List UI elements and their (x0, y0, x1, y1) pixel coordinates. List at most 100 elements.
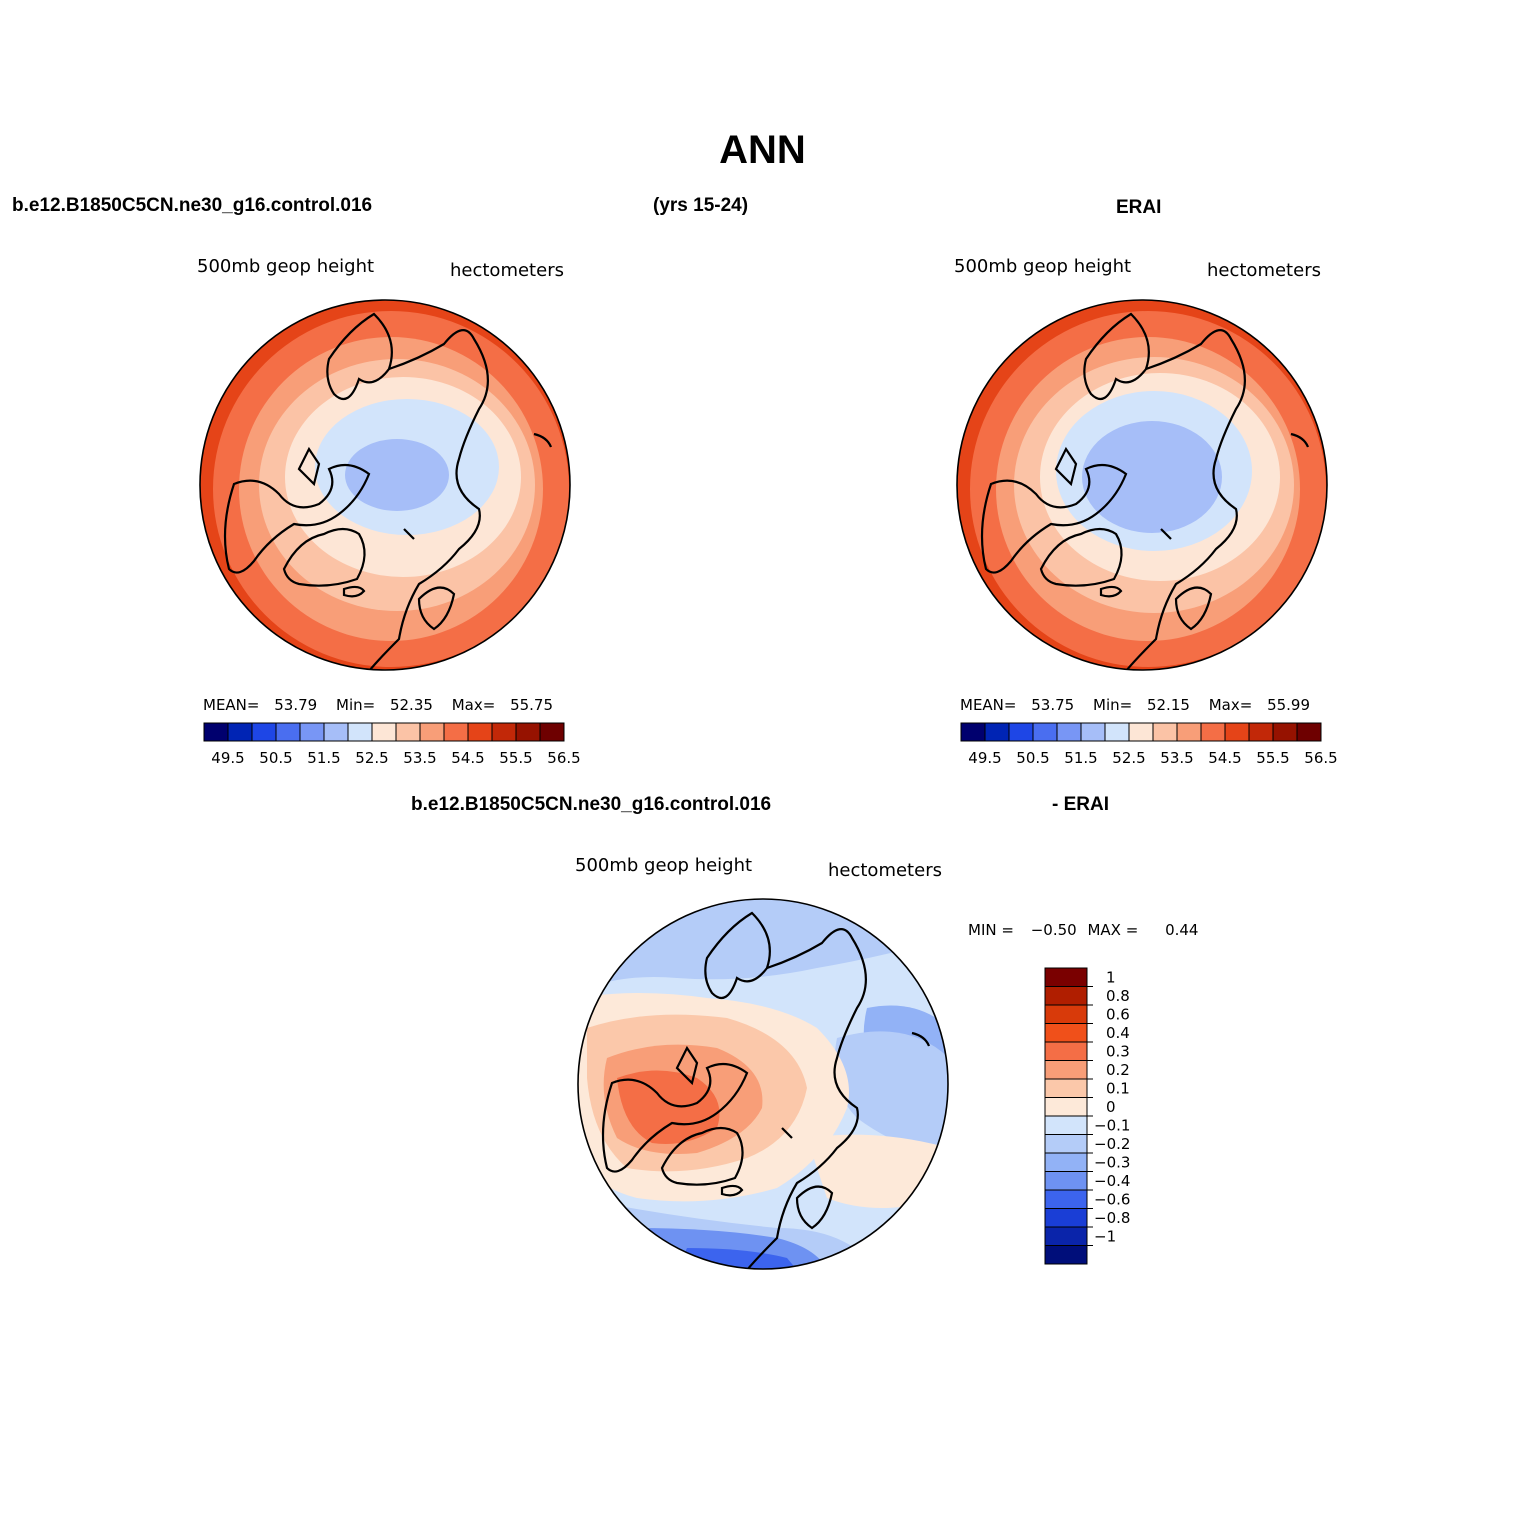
obs-colorbar: 49.5 50.5 51.5 52.5 53.5 54.5 55.5 56.5 (960, 722, 1338, 767)
obs-colorbar-swatch-6 (1104, 722, 1130, 742)
diff-min-label: MIN = (968, 921, 1014, 939)
model-colorbar-swatch-2 (251, 722, 277, 742)
diff-max-label: MAX = (1087, 921, 1139, 939)
obs-colorbar-tick-label: 55.5 (1256, 749, 1289, 767)
obs-mean-value: 53.75 (1031, 696, 1075, 714)
model-mean-value: 53.79 (274, 696, 318, 714)
diff-colorbar-tick-label: −0.1 (1094, 1117, 1130, 1135)
diff-colorbar-swatch-2 (1044, 1004, 1088, 1024)
diff-colorbar-swatch-9 (1044, 1134, 1088, 1154)
diff-colorbar-swatch-12 (1044, 1189, 1088, 1209)
obs-max-value: 55.99 (1267, 696, 1311, 714)
diff-colorbar-tick-label: 0.6 (1106, 1006, 1130, 1024)
obs-colorbar-swatch-7 (1128, 722, 1154, 742)
model-colorbar-swatch-14 (539, 722, 565, 742)
obs-colorbar-swatch-3 (1032, 722, 1058, 742)
model-colorbar-tick-label: 50.5 (259, 749, 292, 767)
model-colorbar-tick-label: 53.5 (403, 749, 436, 767)
diff-colorbar-swatch-8 (1044, 1115, 1088, 1135)
model-colorbar-swatch-12 (491, 722, 517, 742)
obs-colorbar-swatch-9 (1176, 722, 1202, 742)
model-colorbar-swatch-6 (347, 722, 373, 742)
diff-colorbar-tick-label: 0.4 (1106, 1024, 1130, 1042)
obs-colorbar-swatch-0 (960, 722, 986, 742)
obs-colorbar-swatch-2 (1008, 722, 1034, 742)
obs-coastlines (980, 312, 1310, 670)
model-min-value: 52.35 (389, 696, 433, 714)
diff-colorbar: 10.80.60.40.30.20.10−0.1−0.2−0.3−0.4−0.6… (1044, 967, 1130, 1265)
model-case-name: b.e12.B1850C5CN.ne30_g16.control.016 (12, 195, 373, 216)
diff-colorbar-swatch-15 (1044, 1245, 1088, 1265)
diff-suffix: - ERAI (1052, 794, 1109, 815)
model-colorbar-swatch-13 (515, 722, 541, 742)
obs-colorbar-tick-label: 51.5 (1064, 749, 1097, 767)
diff-case-name: b.e12.B1850C5CN.ne30_g16.control.016 (411, 794, 772, 815)
obs-colorbar-tick-label: 54.5 (1208, 749, 1241, 767)
diff-colorbar-swatch-6 (1044, 1078, 1088, 1098)
model-variable-label: 500mb geop height (197, 256, 375, 277)
model-colorbar-swatch-8 (395, 722, 421, 742)
model-max-value: 55.75 (510, 696, 554, 714)
obs-colorbar-swatch-5 (1080, 722, 1106, 742)
model-colorbar-tick-label: 55.5 (499, 749, 532, 767)
diff-colorbar-tick-label: −1 (1094, 1228, 1116, 1246)
diff-colorbar-swatch-3 (1044, 1023, 1088, 1043)
diff-colorbar-tick-label: −0.8 (1094, 1209, 1130, 1227)
obs-colorbar-tick-label: 53.5 (1160, 749, 1193, 767)
obs-colorbar-swatch-4 (1056, 722, 1082, 742)
diff-min-value: −0.50 (1030, 921, 1077, 939)
obs-colorbar-tick-label: 56.5 (1304, 749, 1337, 767)
model-mean-label: MEAN= (203, 696, 260, 714)
model-units-label: hectometers (450, 260, 564, 281)
diff-colorbar-swatch-4 (1044, 1041, 1088, 1061)
obs-units-label: hectometers (1207, 260, 1321, 281)
obs-colorbar-swatch-11 (1224, 722, 1250, 742)
obs-colorbar-swatch-1 (984, 722, 1010, 742)
diff-colorbar-swatch-14 (1044, 1226, 1088, 1246)
diff-coastlines (601, 911, 931, 1269)
diff-colorbar-swatch-1 (1044, 986, 1088, 1006)
diff-colorbar-tick-label: −0.2 (1094, 1135, 1130, 1153)
obs-colorbar-swatch-10 (1200, 722, 1226, 742)
diff-colorbar-tick-label: 0.1 (1106, 1080, 1130, 1098)
model-colorbar-tick-label: 52.5 (355, 749, 388, 767)
model-colorbar-swatch-3 (275, 722, 301, 742)
obs-max-label: Max= (1208, 696, 1253, 714)
model-colorbar-swatch-11 (467, 722, 493, 742)
obs-variable-label: 500mb geop height (954, 256, 1132, 277)
obs-stats: MEAN= 53.75 Min= 52.15 Max= 55.99 (960, 696, 1310, 714)
obs-colorbar-swatch-13 (1272, 722, 1298, 742)
diff-colorbar-tick-label: 0.2 (1106, 1061, 1130, 1079)
obs-colorbar-swatch-12 (1248, 722, 1274, 742)
obs-colorbar-swatch-8 (1152, 722, 1178, 742)
obs-min-value: 52.15 (1146, 696, 1190, 714)
diff-colorbar-tick-label: −0.3 (1094, 1154, 1130, 1172)
obs-colorbar-tick-label: 50.5 (1016, 749, 1049, 767)
diff-colorbar-tick-label: 0.8 (1106, 987, 1130, 1005)
model-min-label: Min= (336, 696, 376, 714)
obs-min-label: Min= (1093, 696, 1133, 714)
obs-colorbar-swatch-14 (1296, 722, 1322, 742)
model-colorbar-tick-label: 54.5 (451, 749, 484, 767)
obs-case-name: ERAI (1116, 197, 1162, 218)
model-years: (yrs 15-24) (653, 195, 749, 216)
model-stats: MEAN= 53.79 Min= 52.35 Max= 55.75 (203, 696, 553, 714)
diff-colorbar-swatch-5 (1044, 1060, 1088, 1080)
figure-title: ANN (719, 128, 806, 172)
model-colorbar-swatch-1 (227, 722, 253, 742)
diff-colorbar-tick-label: 0 (1106, 1098, 1116, 1116)
diff-colorbar-tick-label: 1 (1106, 969, 1116, 987)
model-max-label: Max= (451, 696, 496, 714)
obs-colorbar-tick-label: 52.5 (1112, 749, 1145, 767)
model-colorbar-swatch-7 (371, 722, 397, 742)
model-colorbar-tick-label: 49.5 (211, 749, 244, 767)
diff-colorbar-tick-label: 0.3 (1106, 1043, 1130, 1061)
model-colorbar-swatch-5 (323, 722, 349, 742)
model-colorbar-swatch-4 (299, 722, 325, 742)
diff-units-label: hectometers (828, 860, 942, 881)
diff-max-value: 0.44 (1165, 921, 1199, 939)
diff-colorbar-swatch-10 (1044, 1152, 1088, 1172)
model-colorbar-tick-label: 51.5 (307, 749, 340, 767)
model-coastlines (223, 312, 553, 670)
diff-variable-label: 500mb geop height (575, 855, 753, 876)
